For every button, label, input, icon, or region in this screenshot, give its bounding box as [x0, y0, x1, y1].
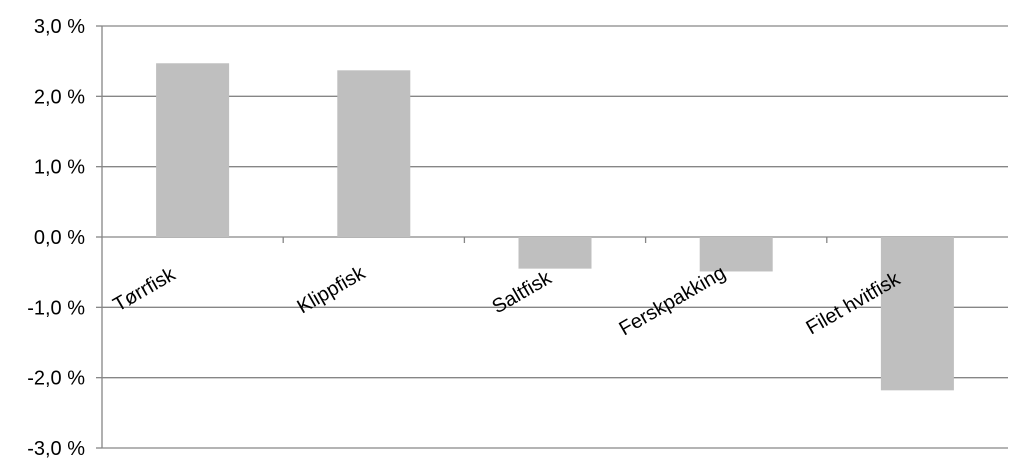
bar: [880, 237, 954, 391]
y-tick-label: 3,0 %: [34, 16, 85, 38]
bar: [337, 70, 411, 237]
gridlines: [102, 25, 1008, 449]
category-label: Ferskpakking: [616, 262, 730, 341]
category-label: Klippfisk: [294, 262, 370, 319]
bars: [156, 63, 954, 391]
bar: [699, 237, 773, 272]
y-tick-label: -3,0 %: [27, 438, 85, 459]
category-labels: Tørrfisk Klippfisk Saltfisk Ferskpakking Fil…: [110, 262, 905, 341]
category-label: Tørrfisk: [110, 263, 181, 316]
bar: [518, 237, 592, 269]
y-tick-label: 1,0 %: [34, 157, 85, 179]
axes: [96, 25, 828, 449]
y-tick-label: 0,0 %: [34, 227, 85, 249]
category-label: Saltfisk: [489, 267, 557, 319]
bar: [156, 63, 230, 237]
y-tick-label: 2,0 %: [34, 86, 85, 108]
y-tick-labels: 3,0 % 2,0 % 1,0 % 0,0 % -1,0 % -2,0 % -3,0 %: [27, 16, 85, 459]
y-tick-label: -2,0 %: [27, 368, 85, 390]
y-tick-label: -1,0 %: [27, 297, 85, 319]
